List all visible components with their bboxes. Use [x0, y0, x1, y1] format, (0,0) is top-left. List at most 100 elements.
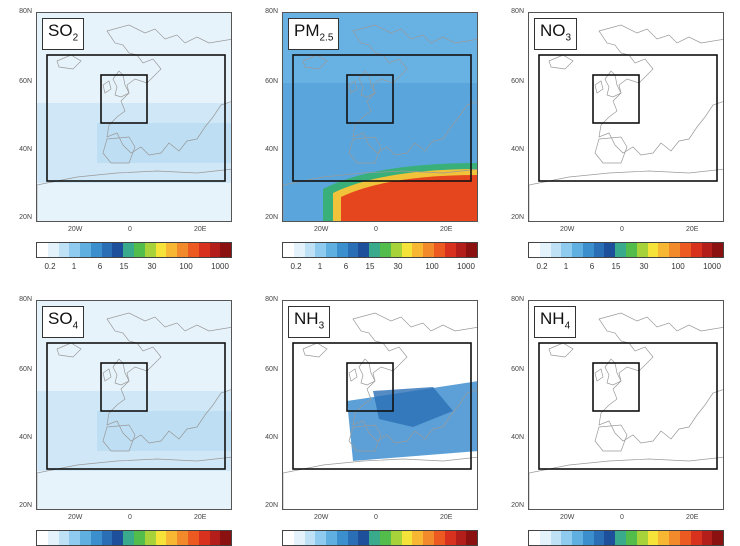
colorbar-swatch — [433, 243, 445, 257]
colorbar — [36, 530, 232, 546]
colorbar-swatch — [626, 531, 637, 545]
latitude-label: 80N — [265, 8, 278, 15]
colorbar-tick-label: 0.2 — [290, 262, 302, 271]
longitude-label: 0 — [128, 226, 132, 233]
latitude-label: 60N — [265, 366, 278, 373]
species-label-main: NH — [540, 309, 565, 328]
map-canvas — [283, 13, 477, 221]
species-label: NO3 — [534, 18, 578, 51]
latitude-label: 40N — [511, 146, 524, 153]
domain-outer-box — [538, 54, 718, 182]
uk-coastline — [358, 70, 376, 98]
map-panel: PM2.5 — [282, 12, 478, 222]
europe-coastline — [352, 24, 477, 156]
colorbar-tick-label: 1 — [563, 262, 569, 271]
colorbar-swatch — [444, 531, 456, 545]
longitude-label: 20W — [68, 514, 83, 521]
colorbar-tick-label: 100 — [671, 262, 685, 271]
colorbar-swatch — [423, 531, 434, 545]
latitude-label: 80N — [19, 8, 32, 15]
colorbar-swatch — [134, 531, 145, 545]
longitude-label: 0 — [620, 226, 624, 233]
colorbar-swatch — [304, 243, 316, 257]
colorbar-swatch — [134, 243, 145, 257]
colorbar-swatch — [390, 243, 402, 257]
colorbar-swatch — [144, 243, 156, 257]
domain-outer-box — [292, 54, 472, 182]
colorbar-swatch — [347, 243, 359, 257]
colorbar-swatch — [647, 531, 659, 545]
colorbar-swatch — [647, 243, 659, 257]
colorbar-swatch — [198, 243, 210, 257]
europe-coastline — [598, 24, 723, 156]
colorbar-swatch — [177, 531, 188, 545]
longitude-label: 20E — [194, 226, 207, 233]
latitude-label: 40N — [511, 434, 524, 441]
latitude-label: 60N — [19, 366, 32, 373]
species-label-main: NH — [294, 309, 319, 328]
longitude-label: 20E — [686, 226, 699, 233]
colorbar-swatch — [604, 531, 616, 545]
colorbar-swatch — [550, 531, 562, 545]
species-label-main: SO — [48, 309, 73, 328]
colorbar-swatch — [466, 243, 478, 257]
europe-coastline — [598, 312, 723, 444]
colorbar-swatch — [220, 531, 232, 545]
map-panel: SO2 — [36, 12, 232, 222]
colorbar-swatch — [304, 531, 316, 545]
domain-outer-box — [46, 342, 226, 470]
colorbar-swatch — [123, 531, 135, 545]
europe-coastline — [106, 312, 231, 444]
africa-coastline — [37, 168, 231, 221]
domain-inner-box — [346, 362, 394, 412]
colorbar-swatch — [187, 531, 199, 545]
colorbar-swatch — [209, 531, 221, 545]
colorbar-tick-label: 1 — [317, 262, 323, 271]
ireland-coastline — [594, 80, 604, 94]
colorbar-tick-label: 30 — [393, 262, 403, 271]
iceland-coastline — [548, 54, 574, 70]
ireland-coastline — [594, 368, 604, 382]
colorbar-tick-label: 15 — [119, 262, 129, 271]
colorbar-tick-label: 0.2 — [44, 262, 56, 271]
colorbar-swatch — [380, 243, 391, 257]
colorbar-swatch — [658, 531, 670, 545]
latitude-label: 60N — [19, 78, 32, 85]
colorbar-swatch — [112, 531, 124, 545]
colorbar-swatch — [315, 531, 327, 545]
colorbar-tick-label: 15 — [611, 262, 621, 271]
colorbar-swatch — [47, 531, 59, 545]
uk-coastline — [604, 358, 622, 386]
colorbar-swatch — [209, 243, 221, 257]
colorbar-swatch — [539, 531, 551, 545]
map-panel: SO4 — [36, 300, 232, 510]
species-label-subscript: 3 — [318, 320, 325, 332]
colorbar-swatch — [336, 531, 348, 545]
colorbar-tick-label: 15 — [365, 262, 375, 271]
colorbar-swatch — [336, 243, 348, 257]
domain-inner-box — [346, 74, 394, 124]
ireland-coastline — [102, 368, 112, 382]
colorbar-swatch — [690, 243, 702, 257]
colorbar-swatch — [358, 531, 370, 545]
colorbar-swatch — [283, 531, 294, 545]
colorbar-swatch — [572, 243, 583, 257]
colorbar-swatch — [669, 531, 680, 545]
colorbar-swatch — [187, 243, 199, 257]
latitude-label: 80N — [511, 296, 524, 303]
colorbar-tick-label: 100 — [425, 262, 439, 271]
colorbar-swatch — [283, 243, 294, 257]
species-label-subscript: 3 — [565, 32, 572, 44]
colorbar-swatch — [166, 243, 178, 257]
colorbar-swatch — [679, 243, 691, 257]
longitude-label: 20W — [560, 226, 575, 233]
colorbar-tick-label: 1 — [71, 262, 77, 271]
colorbar-swatch — [582, 531, 594, 545]
colorbar — [282, 530, 478, 546]
domain-inner-box — [592, 362, 640, 412]
colorbar-swatch — [144, 531, 156, 545]
longitude-label: 0 — [128, 514, 132, 521]
colorbar-swatch — [636, 531, 648, 545]
longitude-label: 20E — [194, 514, 207, 521]
species-label-main: NO — [540, 21, 566, 40]
